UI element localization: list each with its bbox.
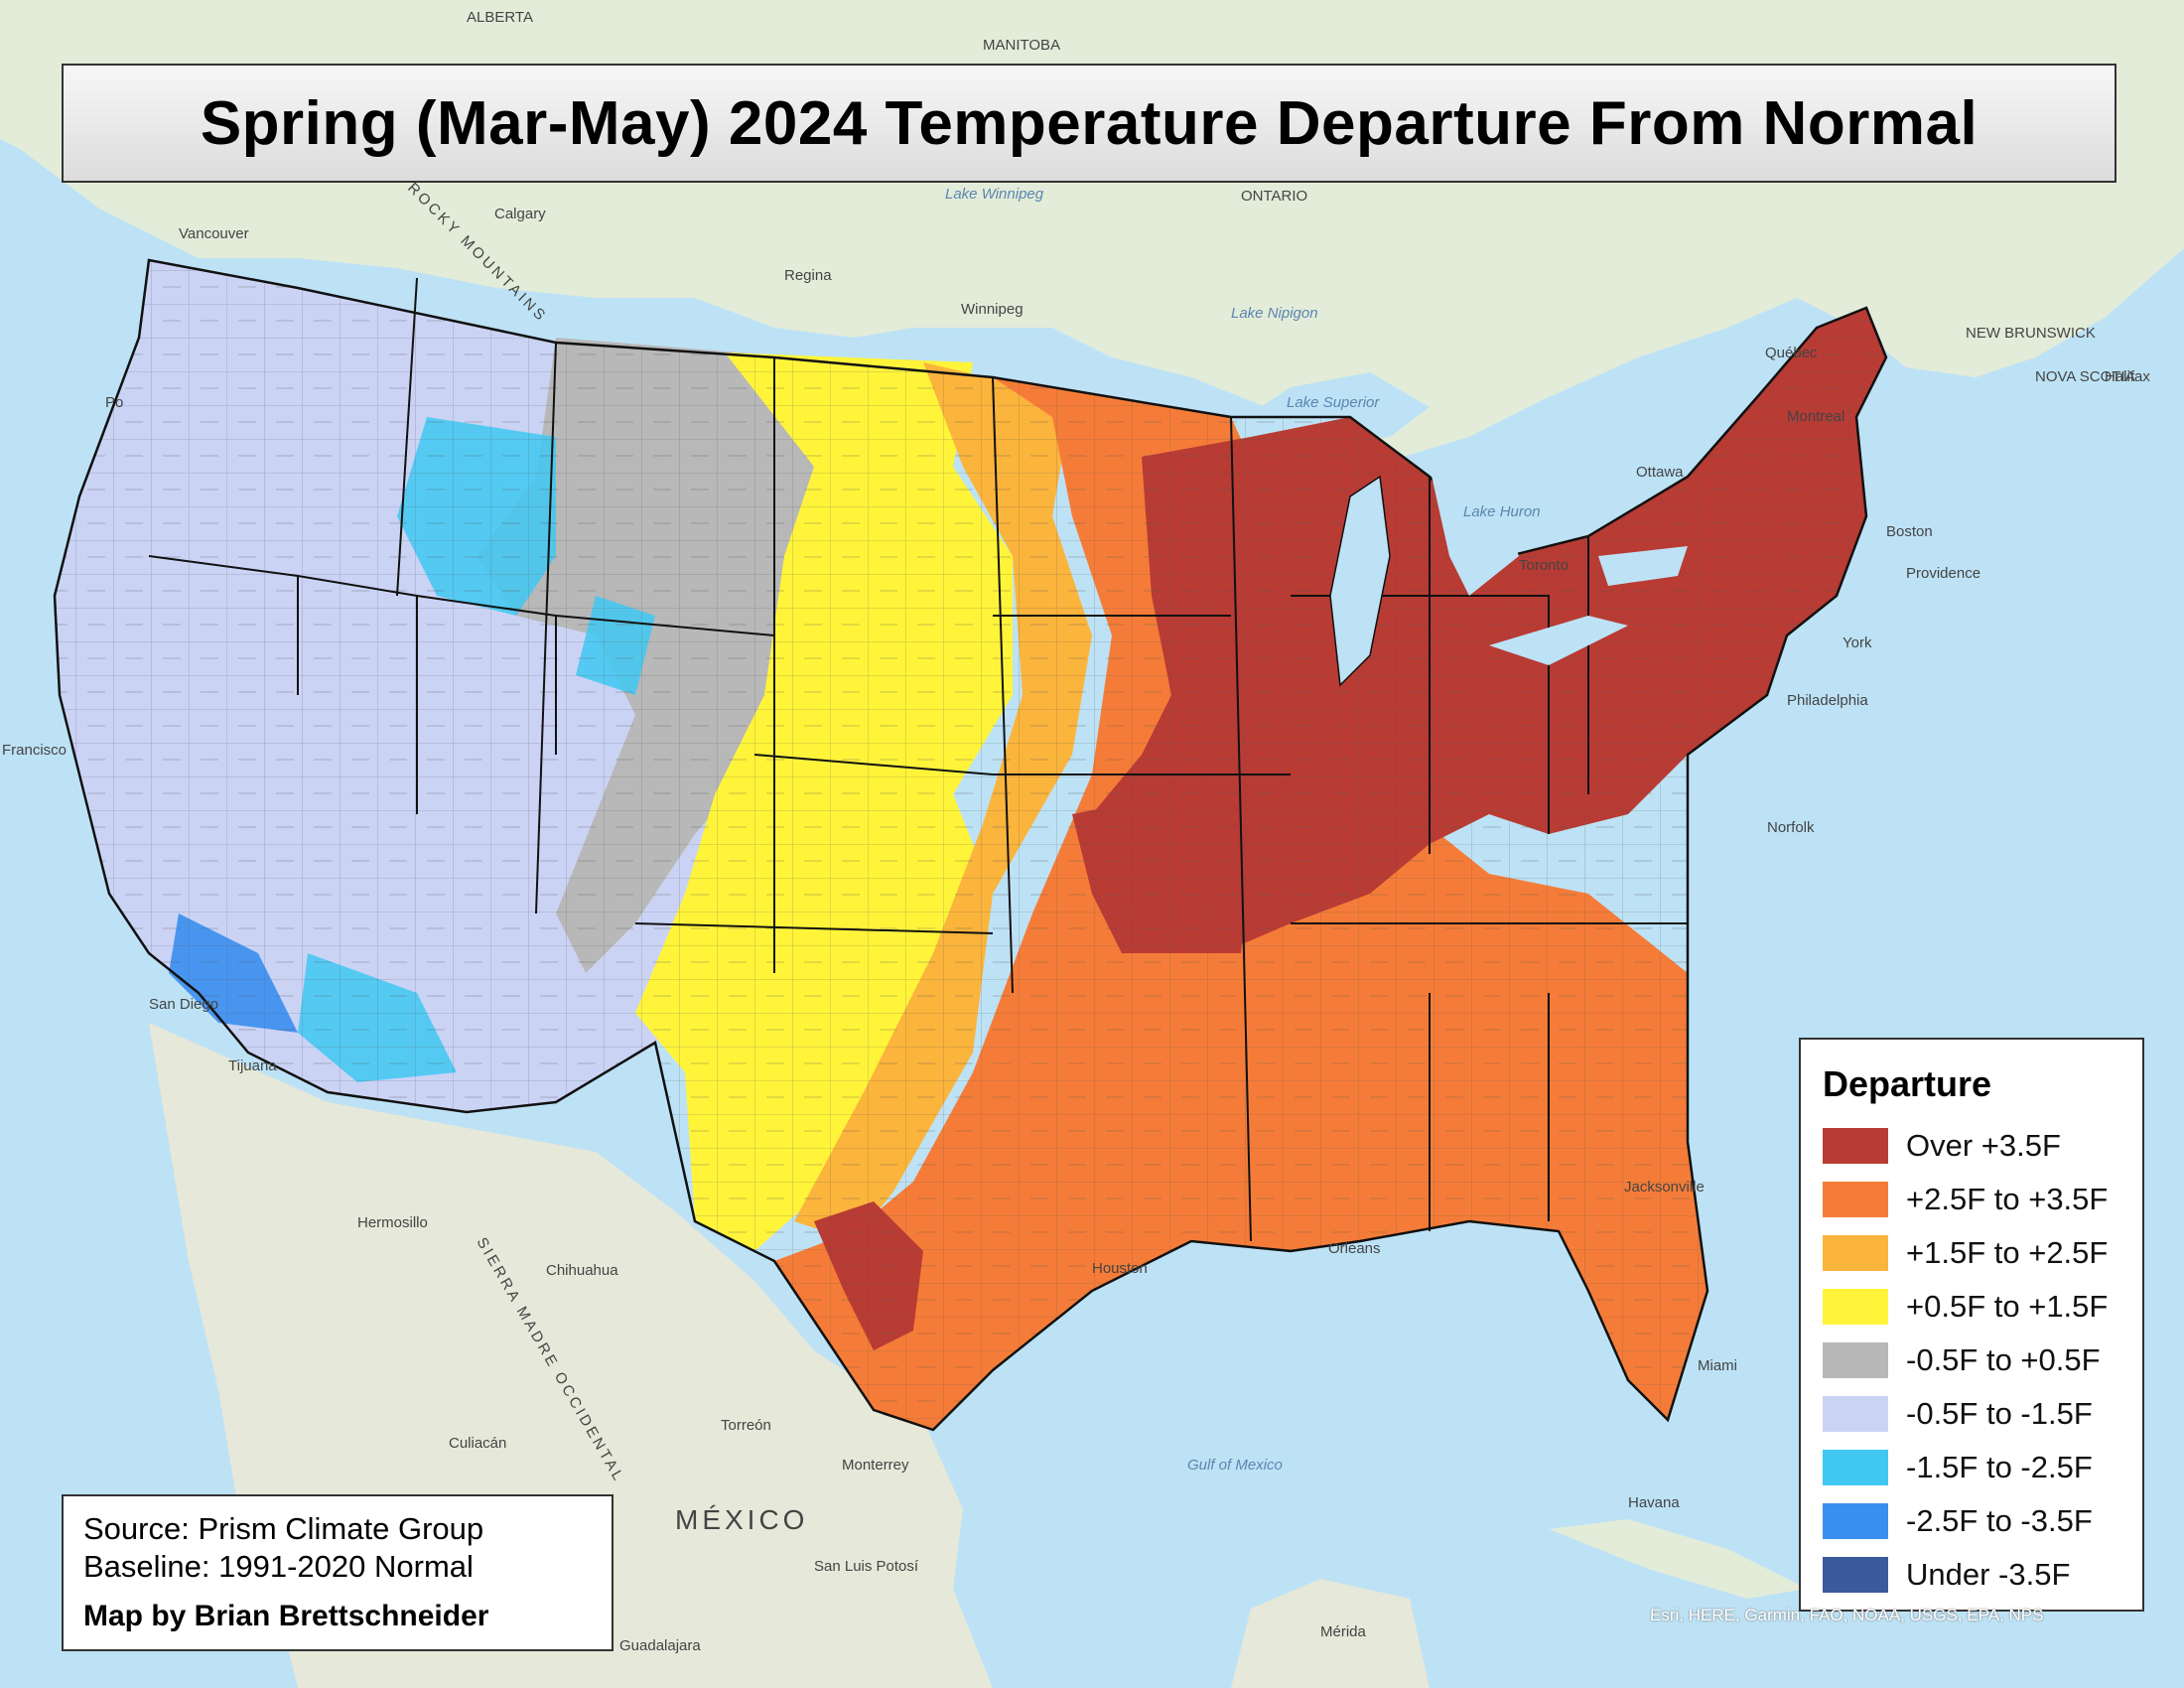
- lake-michigan: [1329, 475, 1391, 687]
- legend-title: Departure: [1823, 1063, 1992, 1104]
- label-tijuana: Tijuana: [228, 1057, 277, 1074]
- label-miami: Miami: [1698, 1357, 1737, 1374]
- legend-label: -0.5F to -1.5F: [1906, 1396, 2093, 1431]
- label-boston: Boston: [1886, 523, 1933, 540]
- label-portland: Po: [105, 394, 123, 411]
- label-vancouver: Vancouver: [179, 225, 249, 242]
- label-calgary: Calgary: [494, 206, 546, 222]
- legend-item: +1.5F to +2.5F: [1823, 1226, 2120, 1280]
- contiguous-us: [53, 258, 1888, 1432]
- legend-swatch: [1823, 1128, 1888, 1164]
- label-sanfrancisco: Francisco: [2, 742, 67, 759]
- label-mexico: MÉXICO: [675, 1504, 808, 1535]
- legend-label: -0.5F to +0.5F: [1906, 1342, 2101, 1377]
- legend: Departure Over +3.5F +2.5F to +3.5F +1.5F …: [1799, 1038, 2144, 1612]
- label-monterrey: Monterrey: [842, 1457, 909, 1474]
- map-attribution: Esri, HERE, Garmin, FAO, NOAA, USGS, EPA…: [1650, 1606, 2044, 1624]
- label-sanluis: San Luis Potosí: [814, 1558, 919, 1575]
- legend-item: -0.5F to +0.5F: [1823, 1334, 2120, 1387]
- label-montreal: Montreal: [1787, 408, 1844, 425]
- label-torreon: Torreón: [721, 1417, 771, 1434]
- label-ontario: ONTARIO: [1241, 188, 1307, 205]
- label-jacksonville: Jacksonville: [1624, 1179, 1705, 1196]
- label-toronto: Toronto: [1519, 557, 1569, 574]
- lake-huron: [1430, 467, 1519, 596]
- label-hermosillo: Hermosillo: [357, 1214, 428, 1231]
- cuba-land: [1549, 1519, 1807, 1599]
- source-line: Source: Prism Climate Group: [83, 1511, 484, 1546]
- label-chihuahua: Chihuahua: [546, 1262, 618, 1279]
- county-grid: [53, 258, 1888, 1432]
- label-houston: Houston: [1092, 1260, 1148, 1277]
- legend-label: -2.5F to -3.5F: [1906, 1503, 2093, 1538]
- label-quebec: Québec: [1765, 345, 1818, 361]
- legend-item: Under -3.5F: [1823, 1548, 2120, 1602]
- legend-items: Over +3.5F +2.5F to +3.5F +1.5F to +2.5F +0…: [1823, 1119, 2120, 1602]
- label-merida: Mérida: [1320, 1623, 1367, 1640]
- label-norfolk: Norfolk: [1767, 819, 1815, 836]
- legend-item: -1.5F to -2.5F: [1823, 1441, 2120, 1494]
- legend-swatch: [1823, 1235, 1888, 1271]
- label-havana: Havana: [1628, 1494, 1680, 1511]
- state-boundaries: [148, 277, 1688, 1242]
- label-lakenipigon: Lake Nipigon: [1231, 305, 1318, 322]
- label-lakehuron: Lake Huron: [1463, 503, 1541, 520]
- label-newyork: York: [1843, 634, 1872, 651]
- label-lakewinnipeg: Lake Winnipeg: [945, 186, 1044, 203]
- legend-label: Under -3.5F: [1906, 1557, 2071, 1592]
- baseline-line: Baseline: 1991-2020 Normal: [83, 1549, 474, 1584]
- legend-item: Over +3.5F: [1823, 1119, 2120, 1173]
- map-title: Spring (Mar-May) 2024 Temperature Depart…: [200, 88, 1979, 158]
- label-gulf: Gulf of Mexico: [1187, 1457, 1283, 1474]
- yucatan-land: [1231, 1579, 1430, 1688]
- label-philadelphia: Philadelphia: [1787, 692, 1868, 709]
- label-alberta: ALBERTA: [467, 9, 533, 26]
- legend-label: +2.5F to +3.5F: [1906, 1182, 2109, 1216]
- lake-ontario: [1598, 546, 1688, 586]
- legend-item: -0.5F to -1.5F: [1823, 1387, 2120, 1441]
- label-manitoba: MANITOBA: [983, 37, 1060, 54]
- legend-item: +2.5F to +3.5F: [1823, 1173, 2120, 1226]
- author-line: Map by Brian Brettschneider: [83, 1600, 489, 1632]
- legend-swatch: [1823, 1557, 1888, 1593]
- legend-swatch: [1823, 1503, 1888, 1539]
- label-winnipeg: Winnipeg: [961, 301, 1024, 318]
- legend-item: +0.5F to +1.5F: [1823, 1280, 2120, 1334]
- source-box: Source: Prism Climate Group Baseline: 19…: [62, 1494, 614, 1651]
- label-halifax: Halifax: [2105, 368, 2150, 385]
- label-culiacan: Culiacán: [449, 1435, 506, 1452]
- legend-label: Over +3.5F: [1906, 1128, 2061, 1163]
- label-providence: Providence: [1906, 565, 1980, 582]
- baja-peninsula: [159, 1053, 328, 1440]
- lake-erie: [1489, 616, 1628, 665]
- label-orleans: Orleans: [1328, 1240, 1381, 1257]
- label-guadalajara: Guadalajara: [619, 1637, 701, 1654]
- legend-swatch: [1823, 1450, 1888, 1485]
- legend-label: +1.5F to +2.5F: [1906, 1235, 2109, 1270]
- label-regina: Regina: [784, 267, 832, 284]
- legend-swatch: [1823, 1342, 1888, 1378]
- legend-item: -2.5F to -3.5F: [1823, 1494, 2120, 1548]
- legend-label: +0.5F to +1.5F: [1906, 1289, 2109, 1324]
- label-sandiego: San Diego: [149, 996, 218, 1013]
- legend-swatch: [1823, 1289, 1888, 1325]
- legend-swatch: [1823, 1396, 1888, 1432]
- label-lakesuperior: Lake Superior: [1287, 394, 1380, 411]
- label-ottawa: Ottawa: [1636, 464, 1684, 481]
- legend-swatch: [1823, 1182, 1888, 1217]
- label-newbrunswick: NEW BRUNSWICK: [1966, 325, 2096, 342]
- legend-label: -1.5F to -2.5F: [1906, 1450, 2093, 1484]
- map-title-box: Spring (Mar-May) 2024 Temperature Depart…: [62, 64, 2116, 183]
- label-novascotia: NOVA SCOTIA: [2035, 368, 2135, 385]
